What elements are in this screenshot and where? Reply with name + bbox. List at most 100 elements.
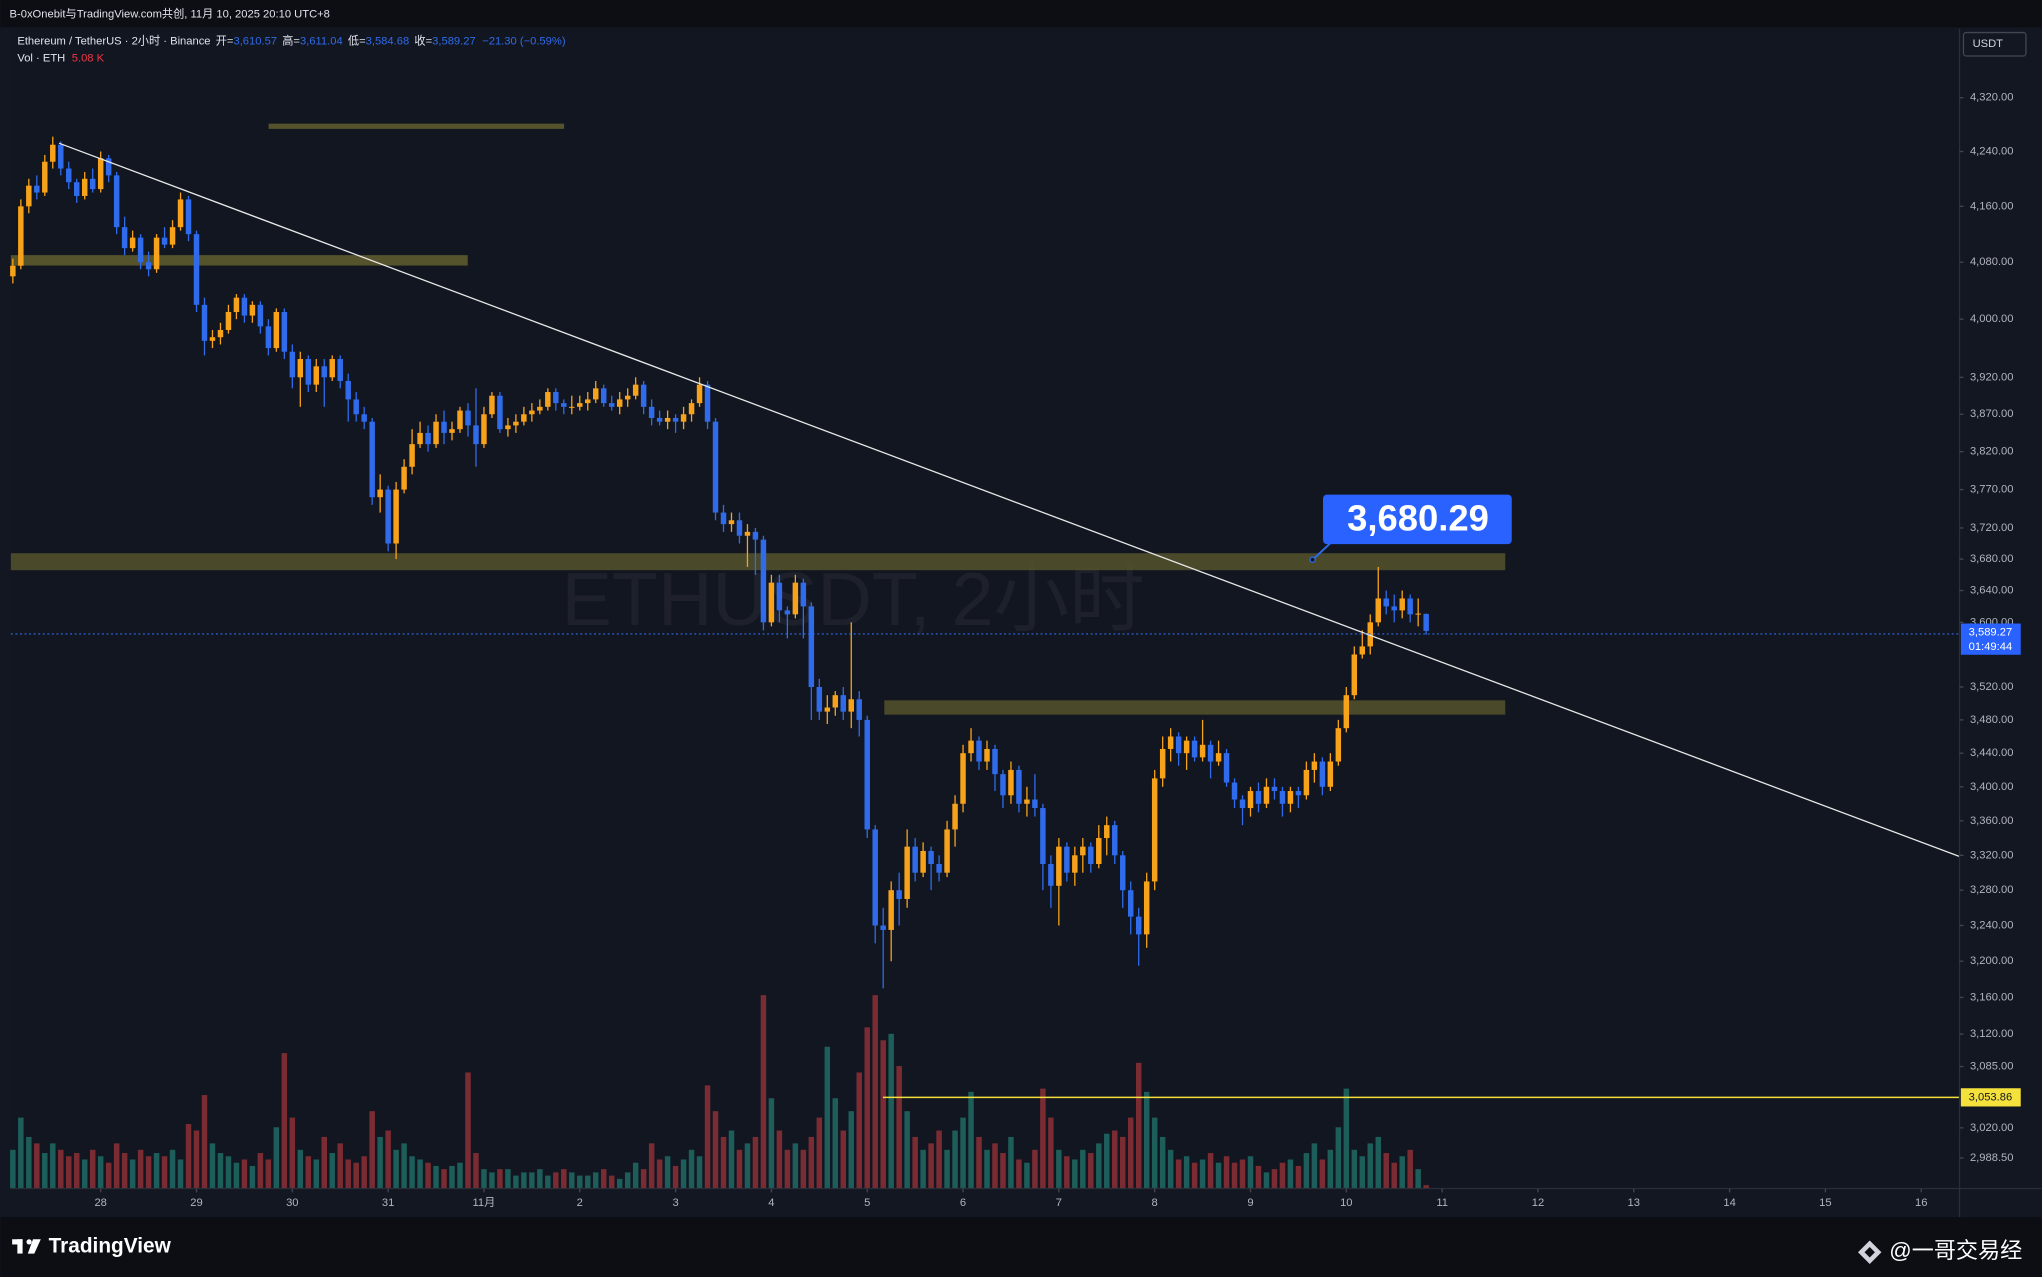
bottom-bar <box>0 1217 2042 1277</box>
candle-body <box>672 417 679 422</box>
candle-body <box>193 234 200 305</box>
volume-bar <box>569 1172 575 1189</box>
candle-body <box>952 803 958 830</box>
volume-bar <box>457 1162 463 1189</box>
volume-bar <box>369 1111 375 1189</box>
candle-body <box>281 311 288 352</box>
candle-body <box>768 582 775 623</box>
volume-bar <box>912 1136 918 1189</box>
candle-body <box>337 359 343 381</box>
volume-bar <box>50 1143 56 1189</box>
candle-body <box>433 421 439 445</box>
volume-bar <box>353 1162 359 1189</box>
volume-bar <box>545 1175 551 1189</box>
candle-layer <box>10 136 1429 989</box>
y-tick-label: 3,020.00 <box>1970 1122 2014 1134</box>
candle-body <box>816 687 823 712</box>
x-tick-label: 15 <box>1819 1197 1831 1209</box>
volume-bar <box>648 1143 655 1189</box>
x-tick-label: 30 <box>286 1197 298 1209</box>
candle-body <box>225 311 232 330</box>
candle-body <box>249 304 256 316</box>
y-tick-label: 3,480.00 <box>1970 714 2014 726</box>
volume-bar <box>321 1136 327 1189</box>
x-tick-label: 12 <box>1532 1197 1544 1209</box>
candle-body <box>640 384 647 407</box>
candle-body <box>888 890 894 930</box>
volume-bar <box>161 1156 168 1189</box>
ohlc-value: 3,584.68 <box>366 36 410 48</box>
volume-bar <box>1080 1149 1086 1189</box>
volume-bar <box>1135 1062 1142 1189</box>
volume-bar <box>273 1127 280 1189</box>
trend-line <box>58 142 1960 858</box>
volume-bar <box>1127 1117 1134 1189</box>
volume-bar <box>473 1153 479 1189</box>
candle-body <box>561 403 567 407</box>
volume-bar <box>225 1156 232 1189</box>
zone <box>10 553 1506 571</box>
candle-body <box>632 384 639 396</box>
volume-bar <box>1064 1156 1070 1189</box>
y-tick-label: 4,320.00 <box>1970 92 2014 104</box>
volume-bar <box>297 1149 304 1189</box>
volume-bar <box>177 1159 184 1189</box>
y-tick-label: 3,770.00 <box>1970 484 2014 496</box>
candle-body <box>1040 808 1046 864</box>
candle-body <box>776 582 783 611</box>
volume-bar <box>361 1156 367 1189</box>
candle-body <box>1080 846 1086 856</box>
candle-body <box>1167 736 1174 749</box>
candle-body <box>537 406 543 411</box>
candle-body <box>856 699 862 720</box>
candle-body <box>273 311 280 349</box>
candle-body <box>26 185 32 207</box>
candle-body <box>784 610 791 615</box>
candle-body <box>481 414 487 445</box>
volume-bar <box>265 1159 272 1189</box>
x-tick-label: 5 <box>864 1197 870 1209</box>
candle-body <box>241 297 248 316</box>
candle-body <box>1056 846 1062 886</box>
candle-body <box>42 161 48 193</box>
candle-body <box>712 421 719 513</box>
volume-bar <box>784 1149 791 1189</box>
candle-body <box>81 178 88 196</box>
volume-bar <box>121 1153 128 1189</box>
candle-body <box>185 199 192 235</box>
volume-bar <box>1056 1149 1062 1189</box>
volume-bar <box>1327 1149 1334 1189</box>
volume-bar <box>193 1130 200 1189</box>
volume-bar <box>113 1143 120 1189</box>
volume-bar <box>1120 1136 1126 1189</box>
candle-body <box>1271 786 1278 792</box>
candle-body <box>984 748 990 762</box>
volume-bar <box>1279 1162 1286 1189</box>
candle-body <box>1000 774 1006 796</box>
candle-body <box>1159 748 1166 779</box>
volume-bar <box>992 1143 998 1189</box>
volume-bar <box>1207 1153 1214 1189</box>
candle-body <box>1263 786 1270 804</box>
volume-bar <box>736 1149 743 1189</box>
volume-bar <box>1311 1143 1318 1189</box>
ohlc-value: 3,589.27 <box>432 36 476 48</box>
volume-bar <box>752 1136 759 1189</box>
candle-body <box>233 297 240 312</box>
y-tick-label: 3,870.00 <box>1970 408 2014 420</box>
candle-body <box>792 582 799 615</box>
candle-body <box>393 489 399 544</box>
candle-body <box>1112 825 1118 856</box>
candle-body <box>1064 846 1070 873</box>
candle-body <box>585 399 591 404</box>
volume-bar <box>1199 1159 1206 1189</box>
candle-body <box>832 695 839 708</box>
volume-bar <box>856 1072 862 1189</box>
volume-bar <box>385 1130 391 1189</box>
y-tick-label: 3,640.00 <box>1970 584 2014 596</box>
volume-bar <box>1351 1149 1358 1189</box>
volume-bar <box>521 1172 527 1189</box>
candle-body <box>704 384 711 422</box>
volume-bar <box>1000 1153 1006 1189</box>
volume-bar <box>409 1156 415 1189</box>
